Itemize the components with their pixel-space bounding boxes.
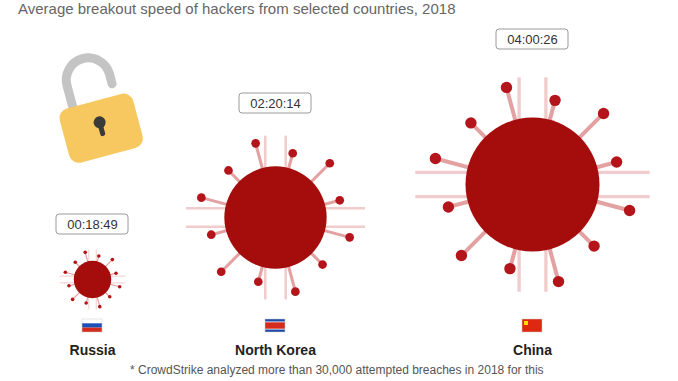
svg-text:04:00:26: 04:00:26 [507,32,558,47]
svg-text:North Korea: North Korea [235,342,316,358]
svg-text:02:20:14: 02:20:14 [250,96,301,111]
svg-text:Russia: Russia [70,342,116,358]
svg-text:00:18:49: 00:18:49 [67,217,118,232]
svg-text:China: China [513,342,552,358]
html-text:Average breakout speed of hack: Average breakout speed of hackers from s… [18,0,456,17]
html-text:* CrowdStrike analyzed more th: * CrowdStrike analyzed more than 30,000 … [130,363,544,377]
